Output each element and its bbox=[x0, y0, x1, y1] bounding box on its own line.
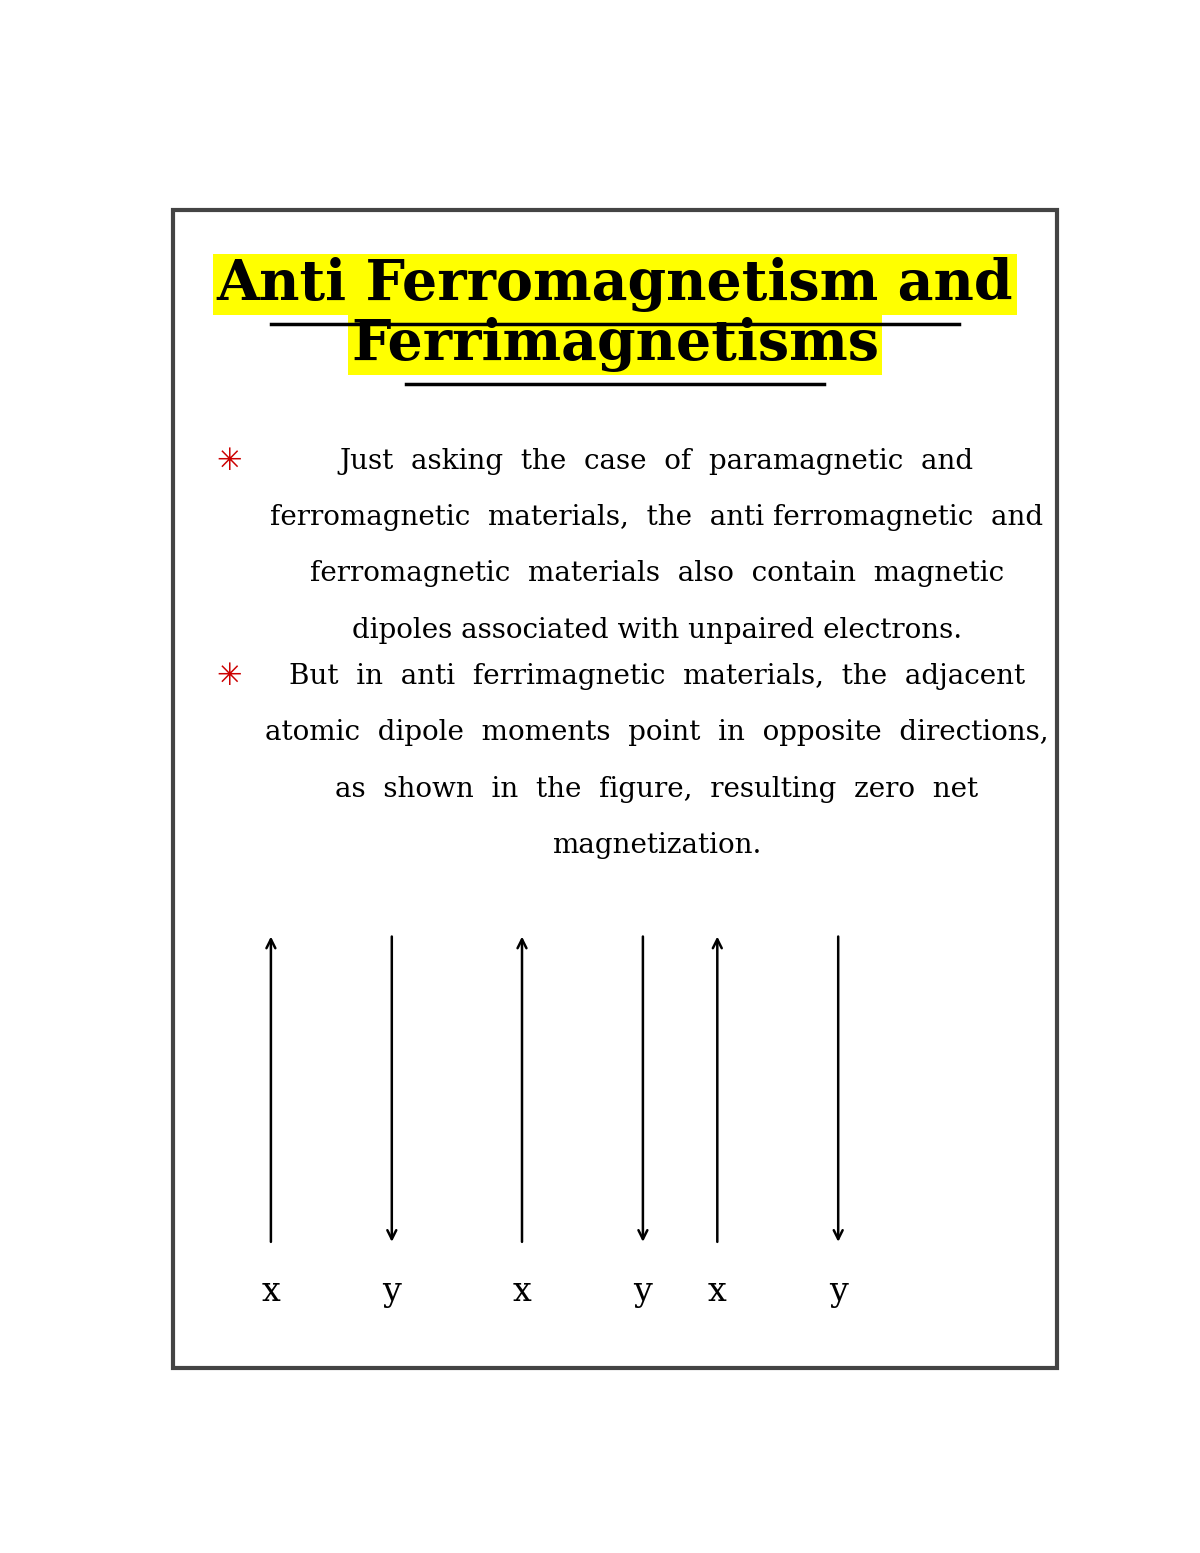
Text: ✳: ✳ bbox=[216, 447, 242, 475]
Text: Ferrimagnetisms: Ferrimagnetisms bbox=[352, 317, 878, 371]
Text: y: y bbox=[383, 1277, 401, 1309]
Text: ferromagnetic  materials  also  contain  magnetic: ferromagnetic materials also contain mag… bbox=[310, 561, 1004, 587]
Text: atomic  dipole  moments  point  in  opposite  directions,: atomic dipole moments point in opposite … bbox=[265, 719, 1049, 747]
Text: y: y bbox=[634, 1277, 653, 1309]
Text: Anti Ferromagnetism and: Anti Ferromagnetism and bbox=[217, 256, 1013, 312]
Text: dipoles associated with unpaired electrons.: dipoles associated with unpaired electro… bbox=[352, 617, 962, 643]
Text: y: y bbox=[829, 1277, 847, 1309]
Text: x: x bbox=[262, 1277, 281, 1309]
Text: But  in  anti  ferrimagnetic  materials,  the  adjacent: But in anti ferrimagnetic materials, the… bbox=[289, 663, 1025, 690]
Text: x: x bbox=[512, 1277, 532, 1309]
Text: ferromagnetic  materials,  the  anti ferromagnetic  and: ferromagnetic materials, the anti ferrom… bbox=[270, 505, 1044, 531]
Text: x: x bbox=[708, 1277, 727, 1309]
Text: as  shown  in  the  figure,  resulting  zero  net: as shown in the figure, resulting zero n… bbox=[335, 775, 978, 803]
Text: Just  asking  the  case  of  paramagnetic  and: Just asking the case of paramagnetic and bbox=[340, 447, 974, 475]
Text: ✳: ✳ bbox=[216, 662, 242, 691]
Text: magnetization.: magnetization. bbox=[552, 832, 762, 859]
